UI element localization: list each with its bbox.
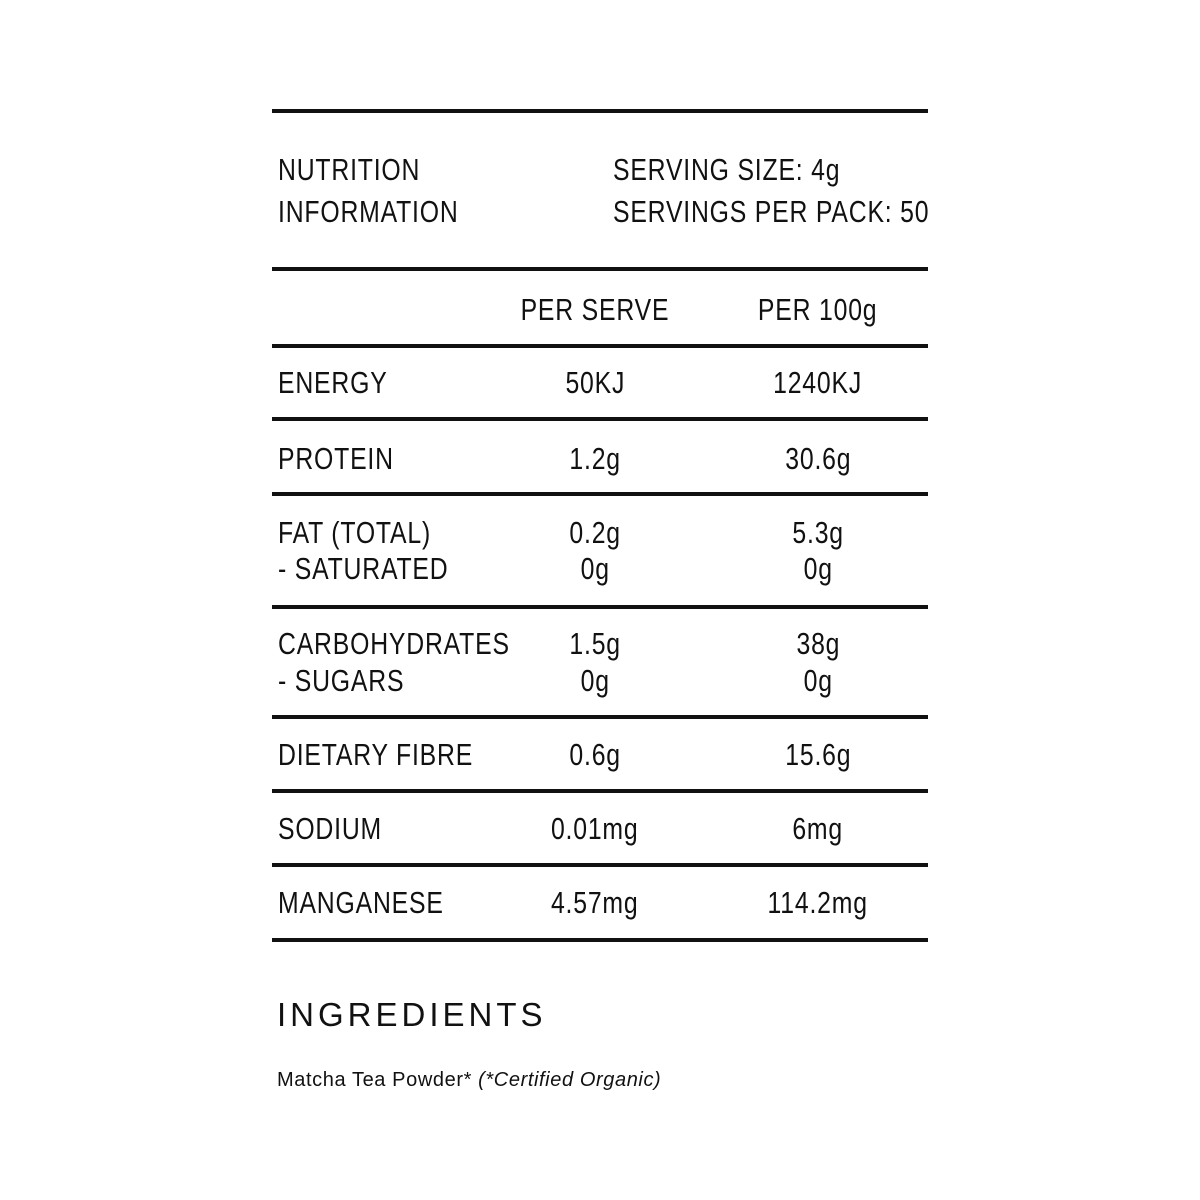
row-sub-per-serve: 0g <box>580 551 610 586</box>
divider <box>272 605 928 609</box>
row-per-serve: 0.2g <box>569 515 621 550</box>
row-per-serve: 4.57mg <box>551 885 639 920</box>
title-line-1: NUTRITION <box>278 152 421 187</box>
servings-per-pack: SERVINGS PER PACK: 50 <box>613 194 930 229</box>
row-label: ENERGY <box>278 365 388 400</box>
row-label: SODIUM <box>278 811 382 846</box>
row-per-serve: 50KJ <box>565 365 625 400</box>
row-sub-per-100g: 0g <box>803 663 833 698</box>
divider <box>272 344 928 348</box>
divider <box>272 267 928 271</box>
row-label: DIETARY FIBRE <box>278 737 474 772</box>
row-label: FAT (TOTAL) <box>278 515 432 550</box>
divider <box>272 715 928 719</box>
row-per-serve: 1.5g <box>569 626 621 661</box>
row-per-serve: 1.2g <box>569 441 621 476</box>
row-per-serve: 0.01mg <box>551 811 639 846</box>
row-per-serve: 0.6g <box>569 737 621 772</box>
title-line-2: INFORMATION <box>278 194 459 229</box>
divider <box>272 938 928 942</box>
serving-size: SERVING SIZE: 4g <box>613 152 841 187</box>
row-per-100g: 30.6g <box>784 441 852 476</box>
row-per-100g: 38g <box>796 626 840 661</box>
ingredients-note: (*Certified Organic) <box>478 1069 662 1091</box>
row-sub-per-serve: 0g <box>580 663 610 698</box>
column-header-per-serve: PER SERVE <box>520 292 670 327</box>
row-sub-label: - SUGARS <box>278 663 405 698</box>
row-label: MANGANESE <box>278 885 444 920</box>
divider <box>272 417 928 421</box>
row-per-100g: 5.3g <box>792 515 844 550</box>
divider <box>272 789 928 793</box>
row-per-100g: 6mg <box>792 811 844 846</box>
divider <box>272 109 928 113</box>
row-label: CARBOHYDRATES <box>278 626 510 661</box>
row-sub-label: - SATURATED <box>278 551 449 586</box>
ingredients-list: Matcha Tea Powder* <box>277 1069 472 1091</box>
ingredients-title: INGREDIENTS <box>277 996 547 1033</box>
row-per-100g: 1240KJ <box>773 365 863 400</box>
divider <box>272 863 928 867</box>
row-label: PROTEIN <box>278 441 394 476</box>
divider <box>272 492 928 496</box>
row-per-100g: 15.6g <box>784 737 852 772</box>
row-sub-per-100g: 0g <box>803 551 833 586</box>
row-per-100g: 114.2mg <box>767 885 869 920</box>
column-header-per-100g: PER 100g <box>758 292 878 327</box>
ingredients-text: Matcha Tea Powder* (*Certified Organic) <box>277 1066 661 1094</box>
